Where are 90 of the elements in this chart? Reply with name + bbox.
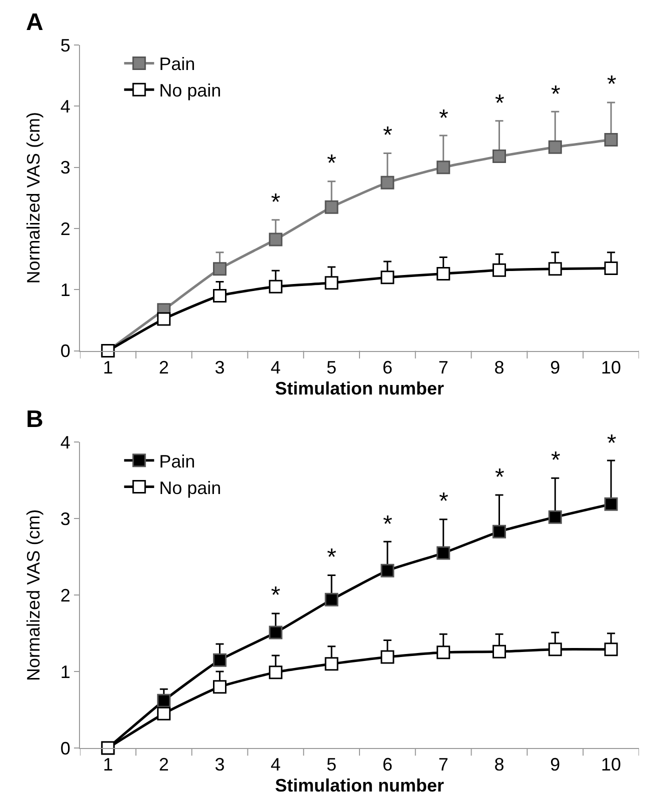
point (213, 680, 226, 694)
x-tick-label: 2 (158, 357, 169, 378)
point (324, 200, 338, 214)
x-tick-label: 3 (214, 754, 225, 775)
x-tick-label: 7 (438, 754, 448, 775)
y-tick-label: 4 (60, 432, 70, 452)
point (604, 642, 618, 656)
annotation: * (439, 105, 448, 132)
annotation: * (495, 90, 504, 117)
annotation: * (327, 544, 336, 571)
annotation: * (327, 150, 336, 177)
x-axis-title: Stimulation number (274, 378, 444, 399)
chart-title: B (26, 406, 44, 433)
legend-label: Pain (159, 451, 196, 472)
x-tick-label: 9 (550, 754, 560, 775)
legend-label: No pain (159, 478, 222, 498)
x-tick-label: 4 (270, 357, 281, 378)
point (324, 592, 338, 606)
x-axis-title: Stimulation number (274, 776, 444, 796)
x-tick-label: 4 (270, 754, 281, 775)
x-tick-label: 1 (102, 357, 113, 378)
point (380, 176, 394, 190)
point (268, 626, 282, 640)
y-axis-title: Normalized VAS (cm) (24, 112, 44, 284)
y-tick-label: 2 (60, 585, 70, 606)
x-tick-label: 5 (326, 754, 337, 775)
y-tick-label: 4 (60, 96, 70, 116)
chart-title: A (26, 9, 44, 36)
legend-label: No pain (159, 80, 222, 101)
y-tick-label: 5 (60, 35, 70, 56)
annotation: * (383, 122, 392, 149)
x-tick-label: 10 (601, 754, 622, 775)
annotation: * (607, 430, 616, 457)
point (548, 642, 562, 656)
y-tick-label: 0 (60, 341, 70, 362)
point (380, 564, 394, 578)
x-tick-label: 8 (494, 754, 504, 775)
point (436, 266, 450, 280)
point (213, 653, 226, 667)
point (268, 666, 282, 680)
x-tick-label: 7 (438, 357, 448, 378)
annotation: * (495, 464, 504, 491)
point (213, 262, 226, 276)
point (268, 280, 282, 294)
x-tick-label: 8 (494, 357, 504, 378)
x-tick-label: 6 (382, 357, 392, 378)
point (157, 706, 171, 720)
point (157, 694, 171, 708)
point (324, 657, 338, 671)
annotation: * (383, 511, 392, 538)
y-tick-label: 1 (60, 280, 70, 300)
annotation: * (551, 447, 560, 474)
x-tick-label: 5 (326, 357, 337, 378)
point (492, 263, 506, 277)
point (604, 497, 618, 511)
point (380, 650, 394, 664)
point (213, 289, 226, 303)
y-tick-label: 3 (60, 508, 70, 529)
y-tick-label: 3 (60, 158, 70, 178)
point (436, 546, 450, 560)
point (436, 646, 450, 660)
annotation: * (551, 81, 560, 108)
point (548, 262, 562, 276)
annotation: * (271, 582, 280, 609)
y-tick-label: 1 (60, 662, 70, 682)
point (436, 160, 450, 174)
point (380, 270, 394, 284)
point (548, 140, 562, 154)
point (548, 510, 562, 524)
x-tick-label: 2 (158, 754, 169, 775)
x-tick-label: 9 (550, 357, 560, 378)
x-tick-label: 6 (382, 754, 392, 775)
x-tick-label: 1 (102, 754, 113, 775)
legend-label: Pain (159, 54, 196, 74)
point (268, 232, 282, 246)
annotation: * (607, 71, 616, 98)
point (324, 276, 338, 290)
x-tick-label: 3 (214, 357, 225, 378)
point (157, 312, 171, 326)
x-tick-label: 10 (601, 357, 622, 378)
point (492, 150, 506, 164)
point (604, 133, 618, 147)
point (492, 524, 506, 538)
point (492, 644, 506, 658)
y-axis-title: Normalized VAS (cm) (24, 509, 44, 681)
y-tick-label: 0 (60, 738, 70, 758)
annotation: * (271, 189, 280, 216)
point (604, 261, 618, 275)
y-tick-label: 2 (60, 218, 70, 239)
annotation: * (439, 488, 448, 515)
